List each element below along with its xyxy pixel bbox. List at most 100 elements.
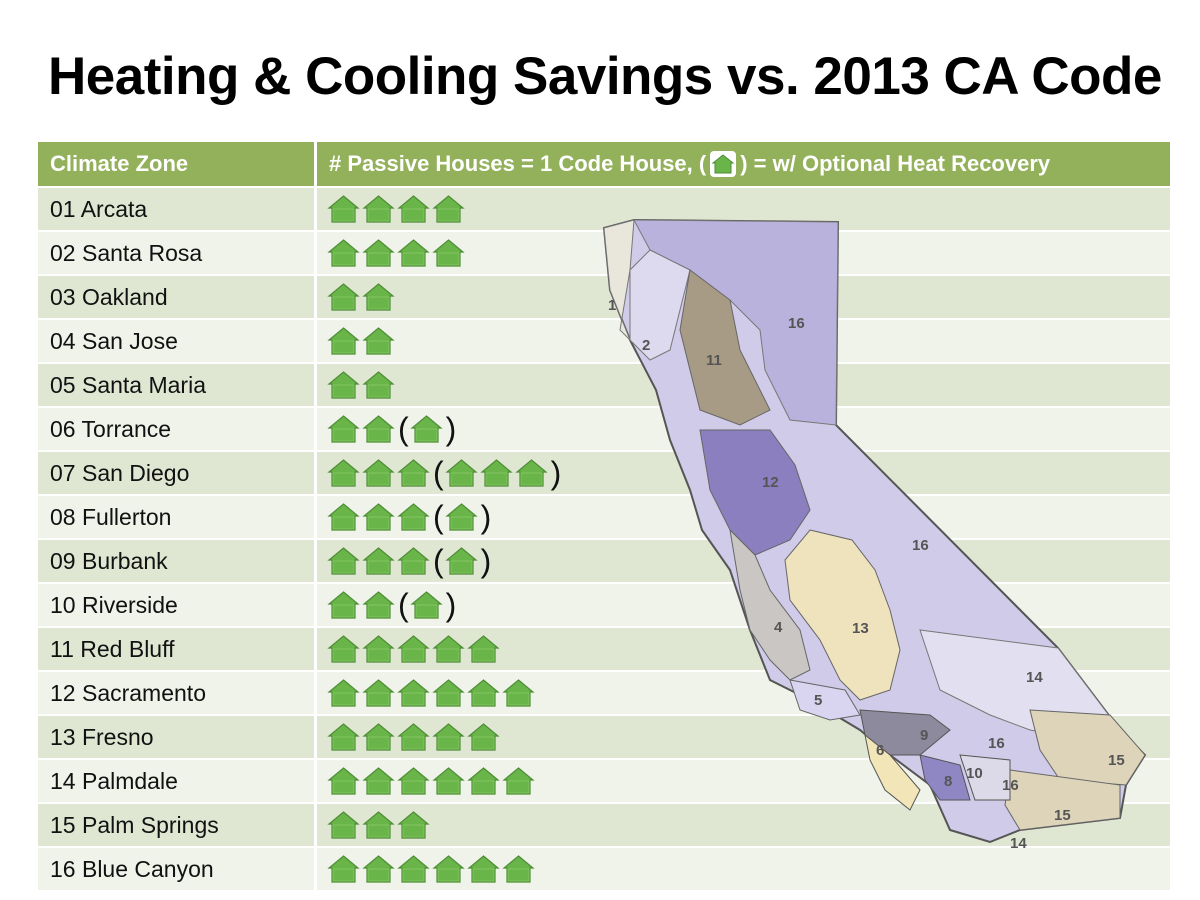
house-icon <box>362 546 395 576</box>
climate-zone-label: 15 Palm Springs <box>38 804 317 846</box>
house-icon <box>467 854 500 884</box>
house-count: () <box>317 452 1170 494</box>
house-icon <box>327 194 360 224</box>
house-icon <box>362 502 395 532</box>
header-count-prefix: # Passive Houses = 1 Code House, ( <box>329 151 707 176</box>
table-row: 08 Fullerton() <box>38 494 1170 538</box>
table-row: 10 Riverside() <box>38 582 1170 626</box>
climate-zone-label: 07 San Diego <box>38 452 317 494</box>
house-count <box>317 320 1170 362</box>
house-icon <box>444 546 478 576</box>
house-count <box>317 804 1170 846</box>
climate-zone-label: 04 San Jose <box>38 320 317 362</box>
header-count-suffix: ) = w/ Optional Heat Recovery <box>740 151 1051 176</box>
house-count: () <box>317 496 1170 538</box>
house-icon <box>397 722 430 752</box>
header-house-count: # Passive Houses = 1 Code House, ( ) = w… <box>317 142 1170 186</box>
table-row: 07 San Diego() <box>38 450 1170 494</box>
house-icon <box>397 458 430 488</box>
climate-zone-label: 14 Palmdale <box>38 760 317 802</box>
table-row: 02 Santa Rosa <box>38 230 1170 274</box>
paren-close: ) <box>550 455 562 491</box>
table-row: 12 Sacramento <box>38 670 1170 714</box>
house-icon <box>327 810 360 840</box>
climate-zone-label: 10 Riverside <box>38 584 317 626</box>
house-icon <box>362 810 395 840</box>
house-icon <box>362 282 395 312</box>
house-icon <box>362 678 395 708</box>
house-icon <box>432 766 465 796</box>
house-icon <box>432 854 465 884</box>
house-icon <box>327 854 360 884</box>
header-climate-zone: Climate Zone <box>38 142 317 186</box>
house-count: () <box>317 540 1170 582</box>
house-icon <box>327 766 360 796</box>
house-icon <box>327 678 360 708</box>
house-icon <box>362 634 395 664</box>
house-icon <box>327 282 360 312</box>
house-icon <box>327 546 360 576</box>
house-icon <box>362 458 395 488</box>
house-icon <box>362 370 395 400</box>
house-icon <box>327 634 360 664</box>
climate-zone-label: 09 Burbank <box>38 540 317 582</box>
table-row: 15 Palm Springs <box>38 802 1170 846</box>
house-icon <box>362 414 395 444</box>
house-icon <box>327 458 360 488</box>
climate-zone-label: 11 Red Bluff <box>38 628 317 670</box>
table-header: Climate Zone # Passive Houses = 1 Code H… <box>38 142 1170 186</box>
house-count <box>317 232 1170 274</box>
page-title: Heating & Cooling Savings vs. 2013 CA Co… <box>48 47 1162 106</box>
climate-zone-label: 03 Oakland <box>38 276 317 318</box>
climate-zone-label: 05 Santa Maria <box>38 364 317 406</box>
house-icon <box>514 458 548 488</box>
paren-close: ) <box>480 543 492 579</box>
climate-zone-label: 16 Blue Canyon <box>38 848 317 890</box>
house-count <box>317 276 1170 318</box>
house-icon <box>327 722 360 752</box>
house-icon <box>397 678 430 708</box>
table-row: 04 San Jose <box>38 318 1170 362</box>
house-icon <box>409 414 443 444</box>
house-icon <box>397 810 430 840</box>
house-icon <box>362 766 395 796</box>
house-icon <box>432 678 465 708</box>
paren-close: ) <box>445 411 457 447</box>
house-count <box>317 716 1170 758</box>
house-icon <box>467 722 500 752</box>
climate-zone-label: 06 Torrance <box>38 408 317 450</box>
house-icon <box>479 458 513 488</box>
house-icon <box>444 458 478 488</box>
house-icon <box>397 194 430 224</box>
house-icon <box>327 590 360 620</box>
paren-close: ) <box>445 587 457 623</box>
house-count <box>317 364 1170 406</box>
climate-zone-label: 13 Fresno <box>38 716 317 758</box>
house-icon <box>710 151 737 177</box>
table-row: 05 Santa Maria <box>38 362 1170 406</box>
table-row: 14 Palmdale <box>38 758 1170 802</box>
house-count <box>317 672 1170 714</box>
house-icon <box>362 722 395 752</box>
house-count: () <box>317 584 1170 626</box>
house-icon <box>467 766 500 796</box>
paren-open: ( <box>433 499 444 535</box>
house-icon <box>362 326 395 356</box>
paren-open: ( <box>398 587 409 623</box>
house-icon <box>327 326 360 356</box>
house-icon <box>432 634 465 664</box>
paren-open: ( <box>433 543 444 579</box>
climate-zone-label: 02 Santa Rosa <box>38 232 317 274</box>
house-icon <box>362 590 395 620</box>
climate-zone-label: 01 Arcata <box>38 188 317 230</box>
house-count <box>317 848 1170 890</box>
house-icon <box>467 678 500 708</box>
climate-zone-label: 12 Sacramento <box>38 672 317 714</box>
house-icon <box>397 634 430 664</box>
house-icon <box>397 766 430 796</box>
house-icon <box>362 194 395 224</box>
house-icon <box>444 502 478 532</box>
climate-zone-label: 08 Fullerton <box>38 496 317 538</box>
house-count <box>317 188 1170 230</box>
table-body: 01 Arcata 02 Santa Rosa 03 Oakland 04 San J… <box>38 186 1170 890</box>
